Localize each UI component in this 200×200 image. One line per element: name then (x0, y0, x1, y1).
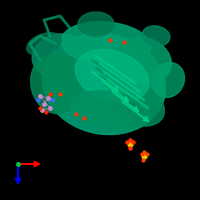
Ellipse shape (117, 37, 171, 83)
Ellipse shape (78, 12, 114, 36)
Ellipse shape (108, 82, 164, 126)
Ellipse shape (27, 33, 61, 55)
Ellipse shape (75, 49, 149, 103)
Ellipse shape (70, 91, 150, 129)
Ellipse shape (31, 54, 81, 114)
Ellipse shape (151, 62, 185, 98)
Ellipse shape (142, 26, 170, 46)
Ellipse shape (42, 33, 166, 135)
Ellipse shape (32, 34, 88, 78)
Ellipse shape (61, 22, 151, 66)
